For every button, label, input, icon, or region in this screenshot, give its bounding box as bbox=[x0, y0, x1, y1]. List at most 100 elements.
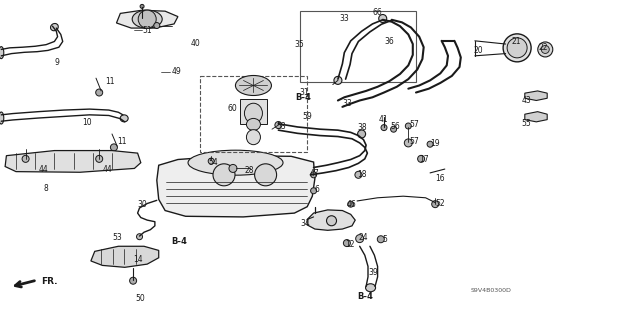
Ellipse shape bbox=[365, 284, 376, 292]
Bar bbox=[240, 99, 267, 124]
Text: 66: 66 bbox=[372, 8, 382, 17]
Polygon shape bbox=[157, 156, 315, 217]
Ellipse shape bbox=[213, 164, 235, 186]
Text: 40: 40 bbox=[191, 39, 200, 48]
Ellipse shape bbox=[246, 130, 260, 145]
Text: 19: 19 bbox=[430, 139, 440, 148]
Text: 5: 5 bbox=[382, 235, 387, 244]
Text: 53: 53 bbox=[276, 122, 286, 130]
Circle shape bbox=[310, 188, 317, 194]
Circle shape bbox=[427, 141, 433, 147]
Text: 22: 22 bbox=[539, 43, 548, 52]
Circle shape bbox=[378, 236, 384, 243]
Text: 44: 44 bbox=[38, 165, 48, 174]
Circle shape bbox=[404, 139, 412, 147]
Text: 35: 35 bbox=[294, 40, 304, 49]
Polygon shape bbox=[525, 91, 547, 100]
Ellipse shape bbox=[244, 103, 262, 123]
Text: 16: 16 bbox=[435, 174, 445, 182]
Text: 44: 44 bbox=[102, 165, 112, 174]
Ellipse shape bbox=[0, 112, 4, 124]
Text: 10: 10 bbox=[82, 118, 92, 127]
Circle shape bbox=[136, 234, 143, 240]
Ellipse shape bbox=[236, 76, 271, 95]
Polygon shape bbox=[91, 246, 159, 267]
Text: 52: 52 bbox=[435, 199, 445, 208]
Ellipse shape bbox=[0, 47, 4, 59]
Text: 31: 31 bbox=[300, 88, 309, 97]
Ellipse shape bbox=[188, 150, 283, 175]
Circle shape bbox=[358, 130, 365, 138]
Circle shape bbox=[208, 158, 214, 164]
Text: 24: 24 bbox=[358, 233, 368, 242]
Text: 20: 20 bbox=[474, 46, 483, 55]
Circle shape bbox=[275, 122, 282, 129]
Circle shape bbox=[310, 172, 317, 178]
Text: 28: 28 bbox=[244, 166, 254, 175]
Text: 34: 34 bbox=[301, 219, 310, 228]
Text: 49: 49 bbox=[172, 67, 181, 76]
Text: 8: 8 bbox=[44, 184, 48, 193]
Circle shape bbox=[334, 76, 342, 85]
Ellipse shape bbox=[51, 24, 58, 31]
Text: B-4: B-4 bbox=[172, 237, 188, 246]
Circle shape bbox=[355, 171, 362, 178]
Circle shape bbox=[326, 216, 337, 226]
Text: 46: 46 bbox=[347, 200, 356, 209]
Text: 56: 56 bbox=[390, 122, 400, 131]
Text: 50: 50 bbox=[136, 294, 145, 303]
Ellipse shape bbox=[507, 38, 527, 58]
Circle shape bbox=[96, 89, 102, 96]
Circle shape bbox=[432, 201, 438, 208]
Text: 11: 11 bbox=[106, 77, 115, 86]
Circle shape bbox=[22, 155, 29, 162]
Text: 21: 21 bbox=[512, 37, 522, 46]
Ellipse shape bbox=[132, 10, 162, 28]
Circle shape bbox=[96, 155, 102, 162]
Ellipse shape bbox=[120, 115, 128, 122]
Text: 43: 43 bbox=[522, 96, 531, 105]
Text: 6: 6 bbox=[315, 185, 320, 194]
Ellipse shape bbox=[255, 164, 276, 186]
Polygon shape bbox=[307, 210, 355, 230]
Circle shape bbox=[111, 144, 117, 151]
Text: 51: 51 bbox=[142, 26, 152, 35]
Circle shape bbox=[418, 155, 424, 162]
Circle shape bbox=[138, 10, 156, 28]
Text: 18: 18 bbox=[357, 170, 367, 179]
Text: 57: 57 bbox=[410, 120, 419, 129]
Ellipse shape bbox=[538, 42, 553, 57]
Text: 54: 54 bbox=[209, 158, 218, 167]
Circle shape bbox=[130, 277, 136, 284]
Bar bbox=[300, 11, 416, 82]
Text: 47: 47 bbox=[310, 169, 319, 178]
Text: S9V4B0300D: S9V4B0300D bbox=[470, 288, 511, 293]
Circle shape bbox=[154, 23, 160, 28]
Text: 14: 14 bbox=[133, 256, 143, 264]
Text: 12: 12 bbox=[346, 240, 355, 249]
Circle shape bbox=[229, 164, 237, 173]
Text: 33: 33 bbox=[342, 99, 352, 108]
Text: 30: 30 bbox=[138, 200, 147, 209]
Ellipse shape bbox=[246, 118, 260, 130]
Text: 41: 41 bbox=[379, 115, 388, 124]
Circle shape bbox=[140, 4, 144, 8]
Text: 53: 53 bbox=[112, 233, 122, 242]
Text: 55: 55 bbox=[522, 119, 531, 128]
Text: 39: 39 bbox=[369, 268, 378, 277]
Circle shape bbox=[381, 125, 387, 130]
Ellipse shape bbox=[541, 45, 549, 54]
Polygon shape bbox=[5, 151, 141, 172]
Polygon shape bbox=[116, 10, 178, 28]
Text: 38: 38 bbox=[357, 123, 367, 132]
Polygon shape bbox=[525, 112, 547, 122]
Text: 17: 17 bbox=[419, 155, 429, 164]
Circle shape bbox=[405, 123, 412, 129]
Text: 36: 36 bbox=[384, 37, 394, 46]
Text: 60: 60 bbox=[228, 104, 237, 113]
Text: 11: 11 bbox=[117, 137, 127, 146]
Circle shape bbox=[390, 126, 397, 132]
Ellipse shape bbox=[503, 34, 531, 62]
Text: 59: 59 bbox=[302, 112, 312, 121]
Text: B-4: B-4 bbox=[296, 93, 312, 102]
